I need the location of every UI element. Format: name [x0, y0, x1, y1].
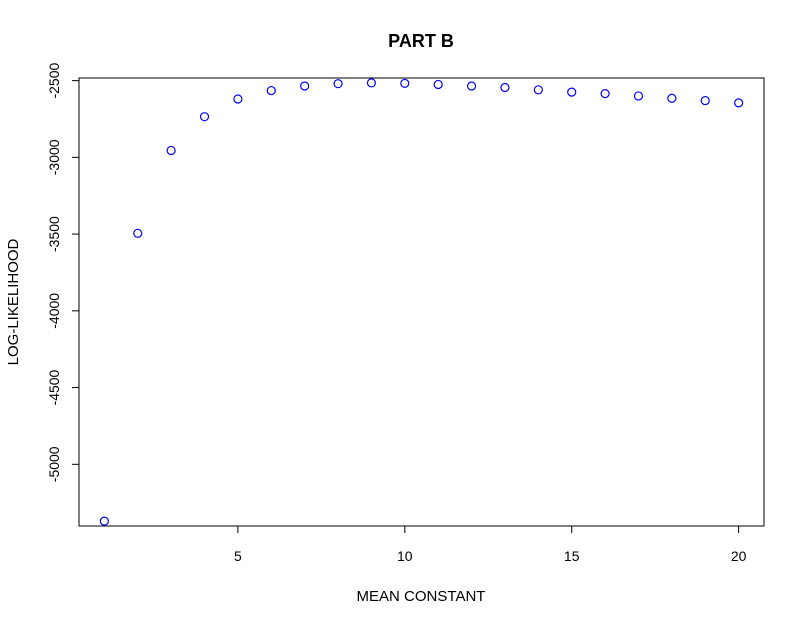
y-tick-label: -4500 — [46, 369, 62, 405]
x-axis: 5 10 15 20 — [234, 526, 747, 564]
data-point — [300, 81, 310, 91]
data-point — [700, 95, 710, 106]
x-tick-label: 15 — [564, 548, 580, 564]
y-tick-label: -3500 — [46, 216, 62, 252]
data-point — [266, 85, 276, 96]
y-tick-label: -5000 — [46, 446, 62, 482]
x-tick-label: 5 — [234, 548, 242, 564]
y-axis: -5000 -4500 -4000 -3500 -3000 -2500 — [46, 62, 79, 482]
x-axis-label: MEAN CONSTANT — [357, 588, 486, 605]
data-point — [99, 516, 109, 526]
data-point — [600, 89, 610, 99]
data-point — [133, 228, 143, 238]
y-tick-label: -4000 — [46, 293, 62, 329]
x-tick-label: 10 — [397, 548, 413, 564]
data-point — [633, 91, 644, 101]
data-point — [233, 94, 243, 104]
data-point — [734, 98, 744, 108]
data-points — [99, 78, 744, 526]
y-tick-label: -2500 — [46, 62, 62, 98]
data-point — [433, 79, 443, 90]
plot-frame — [78, 77, 765, 527]
data-point — [533, 85, 543, 95]
data-point — [567, 87, 577, 97]
data-point — [199, 112, 210, 122]
chart-title: PART B — [388, 31, 454, 51]
data-point — [333, 79, 343, 89]
data-point — [366, 78, 377, 88]
y-tick-label: -3000 — [46, 139, 62, 175]
data-point — [667, 93, 677, 103]
data-point — [400, 78, 410, 88]
data-point — [166, 145, 176, 156]
data-point — [500, 82, 510, 93]
data-point — [466, 81, 477, 91]
y-axis-label: LOG-LIKELIHOOD — [5, 238, 22, 365]
x-tick-label: 20 — [731, 548, 747, 564]
